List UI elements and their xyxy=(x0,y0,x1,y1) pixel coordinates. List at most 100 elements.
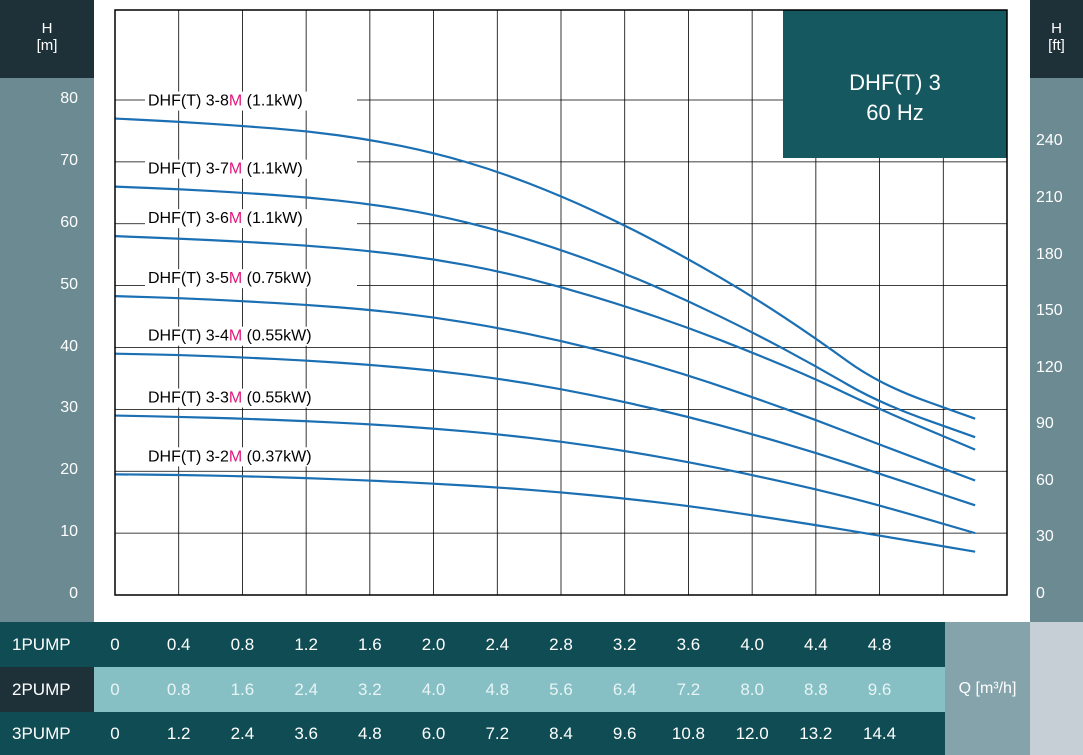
flow-cell: 0.8 xyxy=(166,679,191,699)
flow-cell: 7.2 xyxy=(676,679,701,699)
flow-row-label: 2PUMP xyxy=(12,679,71,699)
flow-cell: 9.6 xyxy=(612,723,637,743)
flow-cell: 6.4 xyxy=(612,679,637,699)
flow-cell: 0 xyxy=(110,679,120,699)
flow-cell: 2.0 xyxy=(421,634,446,654)
flow-cell: 4.8 xyxy=(867,634,892,654)
left-axis-band xyxy=(0,0,94,622)
left-axis-tick: 20 xyxy=(60,461,78,479)
plot-frame xyxy=(114,9,1008,596)
flow-row-label: 3PUMP xyxy=(12,723,71,743)
flow-unit-spacer xyxy=(1030,622,1083,755)
series-label-suffix: (0.55kW) xyxy=(242,390,311,407)
series-label-bg xyxy=(145,209,357,229)
series-label-bg xyxy=(145,388,357,408)
series-label: DHF(T) 3-6M (1.1kW) xyxy=(148,210,303,227)
title-box: DHF(T) 3 60 Hz xyxy=(783,10,1007,158)
flow-cell: 2.8 xyxy=(549,634,573,654)
flow-cell: 5.6 xyxy=(549,679,573,699)
right-axis-unit-label: H xyxy=(1051,20,1062,37)
series-line xyxy=(114,473,976,553)
right-axis-tick: 240 xyxy=(1036,132,1063,150)
flow-cell: 14.4 xyxy=(863,723,897,743)
flow-cell: 12.0 xyxy=(735,723,769,743)
right-axis-tick: 210 xyxy=(1036,188,1063,206)
flow-cell: 2.4 xyxy=(485,634,510,654)
flow-cell: 0 xyxy=(110,723,120,743)
flow-cell: 3.6 xyxy=(294,723,318,743)
series-label: DHF(T) 3-3M (0.55kW) xyxy=(148,390,312,407)
right-axis-tick: 90 xyxy=(1036,415,1054,433)
flow-cell: 8.4 xyxy=(549,723,573,743)
flow-cell: 3.6 xyxy=(676,634,701,654)
right-axis-unit-sub: [ft] xyxy=(1048,37,1065,54)
series-label: DHF(T) 3-5M (0.75kW) xyxy=(148,270,312,287)
series-label-suffix: (0.75kW) xyxy=(242,270,311,287)
series-label-mark: M xyxy=(229,210,242,227)
right-axis-band xyxy=(1030,0,1083,622)
left-axis-tick: 10 xyxy=(60,523,78,541)
left-axis-tick: 60 xyxy=(60,213,78,231)
series-label-bg xyxy=(145,91,357,111)
series-line xyxy=(114,295,976,482)
series-line xyxy=(114,185,976,439)
series-line xyxy=(114,414,976,535)
flow-row: 1PUMP 0 0.4 0.8 1.2 1.6 2.0 2.4 2.8 3.2 3.6 4.0 4.4 4… xyxy=(0,622,945,667)
flow-cell: 3.2 xyxy=(612,634,637,654)
series-label-suffix: (1.1kW) xyxy=(242,210,302,227)
flow-cell: 1.6 xyxy=(358,634,382,654)
series-label-prefix: DHF(T) 3-8 xyxy=(148,93,229,110)
flow-cell: 0.8 xyxy=(230,634,255,654)
series-label-bg xyxy=(145,447,357,467)
flow-cell: 1.2 xyxy=(166,723,191,743)
series-label: DHF(T) 3-2M (0.37kW) xyxy=(148,448,312,465)
series-label-mark: M xyxy=(229,93,242,110)
series-label: DHF(T) 3-7M (1.1kW) xyxy=(148,161,303,178)
flow-cell: 4.8 xyxy=(358,723,382,743)
right-axis-tick: 120 xyxy=(1036,358,1063,376)
flow-row: 3PUMP 0 1.2 2.4 3.6 4.8 6.0 7.2 8.4 9.6 10.8 12.0 13… xyxy=(0,712,945,755)
flow-cell: 8.8 xyxy=(804,679,828,699)
series-label-suffix: (1.1kW) xyxy=(242,93,302,110)
series-label-prefix: DHF(T) 3-5 xyxy=(148,270,229,287)
flow-cell: 7.2 xyxy=(485,723,510,743)
left-axis-unit-label: H xyxy=(41,20,53,37)
series-label-mark: M xyxy=(229,448,242,465)
flow-cell: 1.6 xyxy=(230,679,255,699)
right-axis-tick: 150 xyxy=(1036,302,1063,320)
left-axis-tick: 0 xyxy=(69,585,78,602)
flow-cell: 9.6 xyxy=(867,679,892,699)
left-axis-tick: 80 xyxy=(60,90,78,107)
series-label-prefix: DHF(T) 3-2 xyxy=(148,448,229,465)
right-axis-tick: 180 xyxy=(1036,245,1063,263)
series-label-suffix: (0.37kW) xyxy=(242,448,311,465)
flow-row-label-bg xyxy=(0,712,94,755)
chart-series-labels: DHF(T) 3-8M (1.1kW)DHF(T) 3-7M (1.1kW)DH… xyxy=(145,91,357,467)
flow-cell: 0.4 xyxy=(166,634,191,654)
pump-curve-chart: DHF(T) 3-8M (1.1kW)DHF(T) 3-7M (1.1kW)DH… xyxy=(114,9,1008,596)
flow-cell: 0 xyxy=(110,634,120,654)
right-axis-tick: 30 xyxy=(1036,528,1054,546)
flow-cell: 2.4 xyxy=(294,679,318,699)
flow-cell: 4.0 xyxy=(421,679,446,699)
series-label-bg xyxy=(145,159,357,179)
flow-cell: 8.0 xyxy=(740,679,764,699)
flow-cell: 4.4 xyxy=(804,634,828,654)
flow-row-label-bg xyxy=(0,667,94,712)
flow-cell: 4.8 xyxy=(485,679,510,699)
flow-cell: 2.4 xyxy=(230,723,255,743)
flow-row: 2PUMP 0 0.8 1.6 2.4 3.2 4.0 4.8 5.6 6.4 7.2 8.0 8.8 9… xyxy=(0,667,945,712)
series-line xyxy=(114,117,976,420)
right-axis-tick: 60 xyxy=(1036,471,1054,489)
flow-cell: 13.2 xyxy=(799,723,833,743)
series-line xyxy=(114,352,976,507)
series-label: DHF(T) 3-4M (0.55kW) xyxy=(148,328,312,345)
series-label-prefix: DHF(T) 3-3 xyxy=(148,390,229,407)
series-line xyxy=(114,235,976,451)
chart-curves xyxy=(114,117,976,553)
series-label-bg xyxy=(145,326,357,346)
series-label-prefix: DHF(T) 3-6 xyxy=(148,210,229,227)
flow-row-label-bg xyxy=(0,622,94,667)
series-label-suffix: (0.55kW) xyxy=(242,328,311,345)
series-label-mark: M xyxy=(229,161,242,178)
